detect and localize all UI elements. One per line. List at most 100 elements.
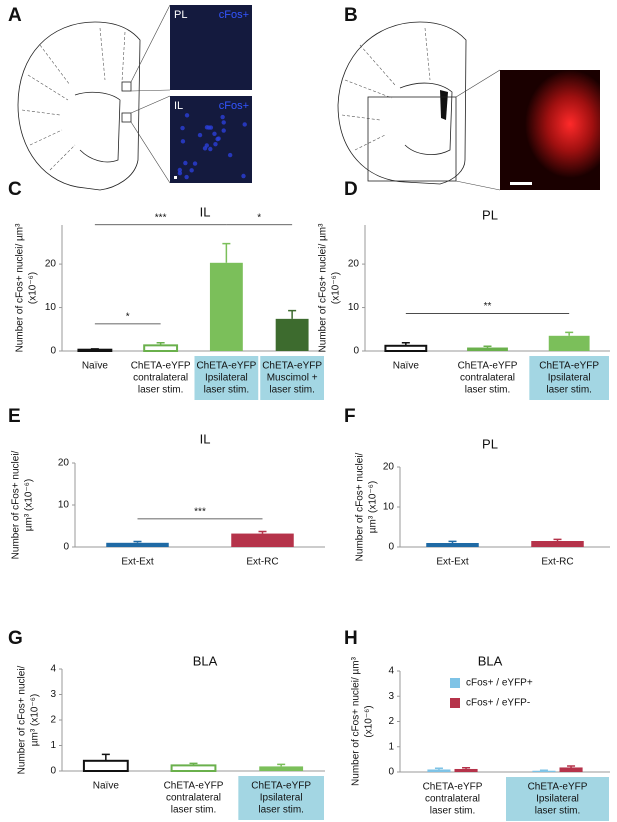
cfos-dot [227, 152, 233, 158]
cfos-dots [177, 113, 247, 180]
bar [259, 766, 304, 771]
x-tick-label: Ipsilateral [548, 373, 591, 384]
error-bar [448, 540, 457, 543]
y-tick-label: 10 [383, 502, 395, 513]
x-tick-label: Naïve [393, 361, 420, 372]
chart-title: BLA [478, 653, 503, 668]
cfos-dot [183, 160, 188, 166]
y-tick-label: 20 [348, 259, 360, 270]
error-bar [483, 345, 492, 348]
scale-bar [174, 176, 177, 179]
y-tick-label: 3 [388, 691, 394, 702]
panel-letter: A [8, 5, 22, 26]
x-tick-label: laser stim. [546, 385, 592, 396]
chart-title: IL [200, 204, 211, 219]
error-bar [222, 242, 231, 263]
chart-title: BLA [193, 653, 218, 668]
error-bar [565, 331, 574, 336]
y-axis-label: µm³ (x10⁻⁶) [368, 481, 379, 533]
y-tick-label: 10 [348, 302, 360, 313]
x-tick-label: Ipsilateral [205, 373, 248, 384]
cfos-dot [180, 125, 185, 131]
chart-title: PL [482, 436, 498, 451]
image-label: IL [174, 100, 183, 112]
error-bar [133, 540, 142, 543]
bar [454, 768, 478, 772]
bar [427, 769, 451, 772]
x-tick-label: Ext-RC [541, 557, 573, 568]
error-bar [277, 763, 286, 767]
x-tick-label: Ipsilateral [260, 793, 303, 804]
y-tick-label: 4 [388, 666, 394, 677]
bar [548, 335, 590, 351]
significance-label: *** [155, 212, 167, 223]
error-bar [553, 538, 562, 541]
cfos-dot [221, 120, 226, 125]
x-tick-label: Muscimol + [267, 373, 318, 384]
x-tick-label: ChETA-eYFP [251, 781, 311, 792]
x-tick-label: laser stim. [430, 806, 476, 817]
error-bar [462, 766, 471, 769]
x-tick-label: laser stim. [269, 385, 315, 396]
cfos-dot [177, 170, 183, 176]
panel-letter: F [344, 406, 356, 427]
panel-letter: G [8, 628, 23, 649]
x-tick-label: Naïve [93, 781, 120, 792]
bar [209, 262, 243, 351]
y-tick-label: 10 [58, 500, 70, 511]
significance-label: *** [194, 507, 206, 518]
y-tick-label: 2 [388, 716, 394, 727]
panel-letter: H [344, 628, 358, 649]
chart: D PL Number of cFos+ nuclei/ µm³ (x10⁻⁶) Naï… [318, 179, 610, 400]
x-tick-label: laser stim. [204, 385, 250, 396]
y-tick-label: 10 [45, 302, 57, 313]
y-tick-label: 0 [63, 542, 69, 553]
micrograph-pl [170, 5, 252, 90]
y-tick-label: 0 [388, 767, 394, 778]
y-tick-label: 1 [388, 741, 394, 752]
y-tick-label: 3 [50, 689, 56, 700]
x-tick-label: Ipsilateral [536, 794, 579, 805]
error-bar [258, 530, 267, 534]
cfos-dot [212, 131, 217, 137]
category-highlight [260, 356, 324, 400]
x-tick-label: ChETA-eYFP [539, 361, 599, 372]
cfos-dot [189, 168, 194, 173]
y-axis-label: Number of cFos+ nuclei/ [355, 452, 366, 561]
error-bar [101, 753, 110, 761]
cfos-dot [213, 141, 218, 147]
category-highlight [529, 356, 609, 400]
x-tick-label: contralateral [425, 794, 480, 805]
micrograph-red [500, 70, 600, 190]
brain-diagram-a [17, 4, 171, 191]
x-tick-label: laser stim. [171, 805, 217, 816]
cfos-dot [206, 125, 212, 130]
y-tick-label: 0 [50, 766, 56, 777]
error-bar [539, 769, 548, 771]
x-tick-label: ChETA-eYFP [196, 361, 256, 372]
bar [143, 344, 179, 352]
panel-letter: C [8, 179, 22, 200]
x-tick-label: ChETA-eYFP [458, 361, 518, 372]
y-tick-label: 4 [50, 664, 56, 675]
x-tick-label: laser stim. [465, 385, 511, 396]
chart-title: PL [482, 207, 498, 222]
panel-letter: D [344, 179, 358, 200]
x-tick-label: Ext-Ext [436, 557, 468, 568]
error-bar [434, 767, 443, 770]
x-tick-label: ChETA-eYFP [528, 782, 588, 793]
y-tick-label: 1 [50, 740, 56, 751]
bar [531, 541, 584, 547]
x-tick-label: ChETA-eYFP [262, 361, 322, 372]
y-axis-label: Number of cFos+ nuclei/ µm³ [351, 656, 362, 786]
cfos-dot [184, 113, 190, 118]
y-tick-label: 20 [58, 458, 70, 469]
x-tick-label: laser stim. [535, 806, 581, 817]
x-tick-label: ChETA-eYFP [131, 361, 191, 372]
x-tick-label: Ext-RC [246, 557, 278, 568]
significance-label: ** [484, 301, 492, 312]
legend-label: cFos+ / eYFP+ [466, 678, 533, 689]
bar [77, 348, 113, 353]
image-marker: cFos+ [219, 9, 249, 21]
chart-title: IL [200, 431, 211, 446]
